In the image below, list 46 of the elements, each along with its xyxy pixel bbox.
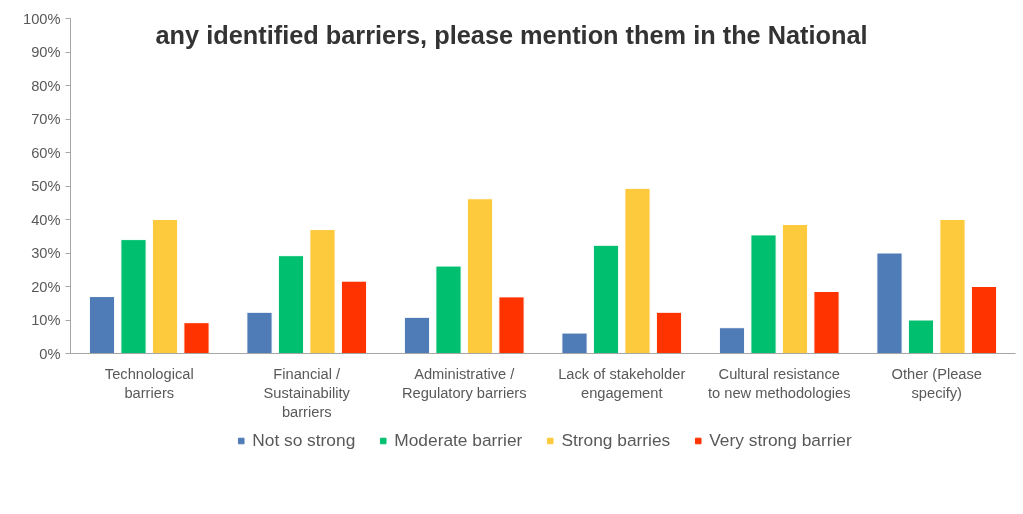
x-tick-label: Cultural resistance to new methodologies — [707, 365, 851, 401]
bar — [750, 234, 777, 354]
bar — [277, 255, 305, 354]
bar — [498, 296, 525, 354]
bar — [403, 316, 431, 354]
y-tick-label: 70% — [31, 111, 61, 127]
bar — [435, 265, 462, 354]
y-tick-label: 0% — [39, 345, 61, 362]
y-tick-label: 80% — [31, 77, 61, 94]
y-tick-label: 100% — [23, 10, 61, 27]
legend-label: Strong barries — [561, 429, 671, 451]
y-tick-label: 90% — [31, 44, 61, 60]
x-tick-label: Other (Please specify) — [891, 365, 982, 401]
bar — [718, 327, 746, 354]
legend-label: Moderate barrier — [394, 429, 523, 451]
bar — [813, 291, 840, 354]
bar — [246, 311, 273, 354]
bar — [183, 322, 210, 354]
legend-label: Very strong barrier — [709, 429, 852, 451]
bar — [939, 219, 966, 354]
bar — [624, 187, 651, 354]
y-tick-label: 50% — [31, 178, 61, 194]
bar — [466, 198, 494, 354]
y-tick-label: 30% — [31, 245, 61, 261]
bar — [970, 286, 998, 354]
bar — [151, 219, 179, 354]
x-tick-label: Technological barriers — [104, 365, 194, 401]
bar — [88, 296, 116, 354]
bar — [120, 239, 147, 354]
bar — [876, 252, 903, 354]
bar — [592, 244, 620, 354]
chart-title: any identified barriers, please mention them in the National — [155, 20, 868, 49]
bar — [340, 280, 368, 354]
legend-label: Not so strong — [252, 429, 356, 451]
bar — [561, 332, 588, 354]
bar — [309, 229, 336, 354]
y-tick-label: 20% — [31, 278, 61, 295]
y-tick-label: 10% — [31, 312, 61, 328]
y-tick-label: 60% — [31, 144, 61, 161]
y-tick-label: 40% — [31, 211, 61, 228]
bar — [781, 224, 809, 354]
x-tick-label: Administrative / Regulatory barriers — [401, 365, 527, 401]
x-tick-label: Financial / Sustainability barriers — [263, 365, 351, 420]
x-tick-label: Lack of stakeholder engagement — [558, 365, 686, 401]
bar — [907, 319, 935, 354]
bar — [655, 311, 683, 354]
